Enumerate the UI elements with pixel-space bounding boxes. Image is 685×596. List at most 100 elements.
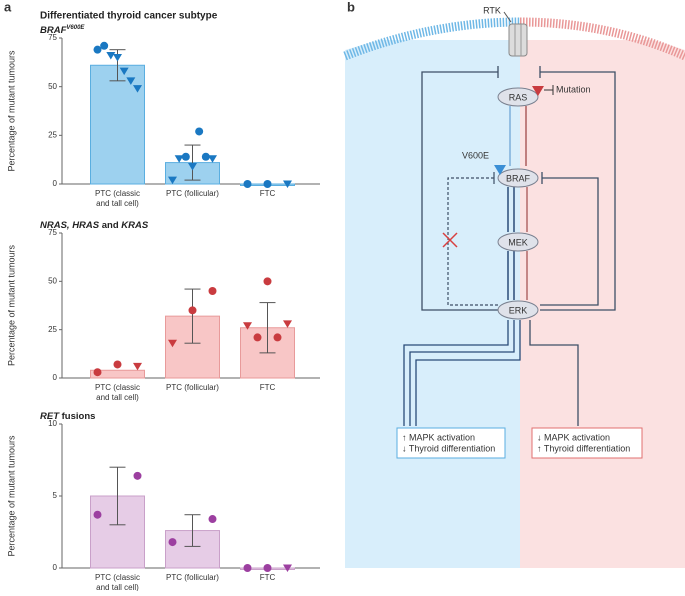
node [497, 232, 539, 252]
point [93, 510, 102, 519]
error-bar [109, 466, 126, 526]
x-tick-label: FTC [260, 189, 276, 198]
x-tick-label: PTC (classic [95, 189, 140, 198]
x-tick-label: and tall cell) [96, 393, 139, 402]
node [497, 87, 539, 107]
output [529, 320, 579, 426]
x-tick-label: PTC (classic [95, 573, 140, 582]
rtk [508, 23, 528, 57]
right-box-line: ↓ MAPK activation [537, 432, 610, 442]
point [126, 77, 136, 85]
error-bar [184, 144, 201, 181]
point [93, 368, 102, 377]
title-part: NRAS, HRAS [40, 220, 100, 231]
node-label: MEK [508, 237, 528, 247]
point [263, 564, 272, 572]
point [119, 67, 129, 76]
node [497, 168, 539, 188]
point [283, 180, 292, 188]
node-label: RAS [509, 92, 528, 102]
x-tick-label: PTC (classic [95, 383, 140, 392]
node [497, 300, 539, 320]
feedback-lost [447, 177, 498, 306]
feedback [540, 71, 616, 311]
x-tick-label: FTC [260, 573, 276, 582]
y-tick-label: 25 [48, 130, 57, 139]
y-tick-label: 0 [53, 563, 58, 572]
panel-label: a [4, 0, 12, 14]
title-part: RET [40, 411, 60, 422]
bar [90, 64, 145, 185]
x-tick-label: and tall cell) [96, 583, 139, 591]
point [243, 564, 252, 572]
title-part: BRAF [40, 25, 67, 36]
point [168, 176, 177, 185]
bar [90, 369, 145, 379]
chart-title: BRAFV600E [40, 25, 85, 36]
point [283, 564, 292, 572]
point [273, 333, 282, 342]
point [263, 180, 272, 188]
cell-left [345, 40, 520, 568]
y-axis-label: Percentage of mutant tumours [6, 435, 16, 557]
point [243, 322, 252, 330]
diagram: RTK RAS BRAF MEK ERK Mutation V600E ↑ MAPK … [343, 5, 685, 568]
cell-right [520, 40, 685, 568]
y-tick-label: 5 [53, 491, 58, 500]
node-label: BRAF [506, 173, 531, 183]
title-part: and [99, 220, 121, 231]
right-box-line: ↑ Thyroid differentiation [537, 443, 630, 453]
point [201, 152, 210, 161]
point [208, 515, 217, 524]
point [208, 287, 217, 295]
point [100, 41, 109, 50]
header: Differentiated thyroid cancer subtype [40, 11, 218, 22]
y-tick-label: 0 [53, 373, 58, 382]
feedback [540, 177, 599, 306]
point [133, 362, 142, 371]
point [195, 127, 204, 136]
left-box [396, 427, 506, 459]
point [181, 152, 190, 161]
point [243, 180, 252, 188]
title-part: fusions [59, 411, 95, 422]
error-bar [184, 288, 201, 344]
y-tick-label: 0 [53, 179, 58, 188]
x-tick-label: PTC (follicular) [166, 383, 219, 392]
point [188, 306, 197, 315]
mutation-label: Mutation [556, 84, 591, 94]
cross [442, 232, 458, 248]
rtk-pointer [503, 11, 512, 23]
title-part: KRAS [121, 220, 149, 231]
point [283, 320, 292, 328]
left-box-line: ↓ Thyroid differentiation [402, 443, 495, 453]
left-box-line: ↑ MAPK activation [402, 432, 475, 442]
point [113, 360, 122, 369]
mutation-marker [532, 86, 544, 96]
x-tick-label: PTC (follicular) [166, 189, 219, 198]
point [133, 85, 142, 93]
y-axis-label: Percentage of mutant tumours [6, 50, 16, 172]
right-box [531, 427, 643, 459]
point [188, 162, 197, 171]
y-axis-label: Percentage of mutant tumours [6, 244, 16, 366]
title-part: V600E [66, 25, 85, 31]
point [133, 471, 142, 480]
v600e-label: V600E [462, 150, 489, 160]
point [253, 333, 262, 342]
membrane-left [343, 17, 521, 61]
panel-label: b [347, 0, 355, 14]
x-tick-label: and tall cell) [96, 199, 139, 208]
rtk-label: RTK [483, 5, 501, 15]
point [208, 155, 217, 163]
y-tick-label: 10 [48, 419, 57, 428]
y-tick-label: 50 [48, 276, 57, 285]
point [168, 538, 177, 547]
point [93, 45, 102, 54]
v600e-marker [494, 165, 506, 175]
point [168, 339, 177, 348]
y-tick-label: 50 [48, 82, 57, 91]
y-tick-label: 75 [48, 228, 57, 237]
chart-title: RET fusions [40, 411, 95, 422]
